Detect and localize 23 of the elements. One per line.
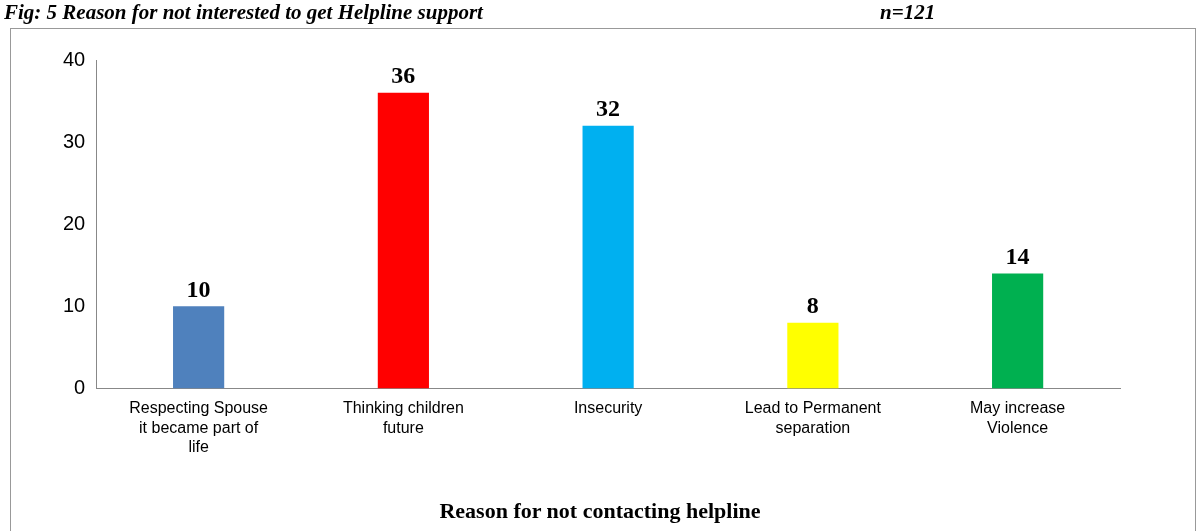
y-tick-label: 0 [74, 375, 86, 398]
x-tick-label: Lead to Permanent separation [744, 399, 882, 436]
bar [787, 322, 839, 389]
x-axis-title: Reason for not contacting helpline [438, 498, 762, 524]
data-label: 10 [186, 275, 211, 302]
data-label: 14 [1005, 242, 1030, 269]
x-tick-label: May increase Violence [970, 399, 1066, 436]
data-label: 8 [806, 291, 819, 318]
bar [377, 92, 429, 389]
y-tick-label: 30 [63, 129, 86, 152]
data-label: 32 [596, 94, 621, 121]
x-tick-label: Insecurity [573, 399, 643, 417]
y-tick-label: 10 [63, 293, 86, 316]
bar [992, 273, 1044, 389]
bar [582, 125, 634, 389]
y-tick-label: 40 [63, 47, 86, 70]
y-tick-label: 20 [63, 211, 86, 234]
chart-title: Fig: 5 Reason for not interested to get Helpline support [4, 0, 483, 25]
bar [173, 306, 225, 389]
data-label: 36 [391, 62, 416, 89]
x-tick-label: Thinking children future [342, 399, 464, 436]
x-tick-label: Respecting Spouse it became part of life [129, 399, 269, 455]
chart-subtitle: n=121 [880, 0, 936, 25]
